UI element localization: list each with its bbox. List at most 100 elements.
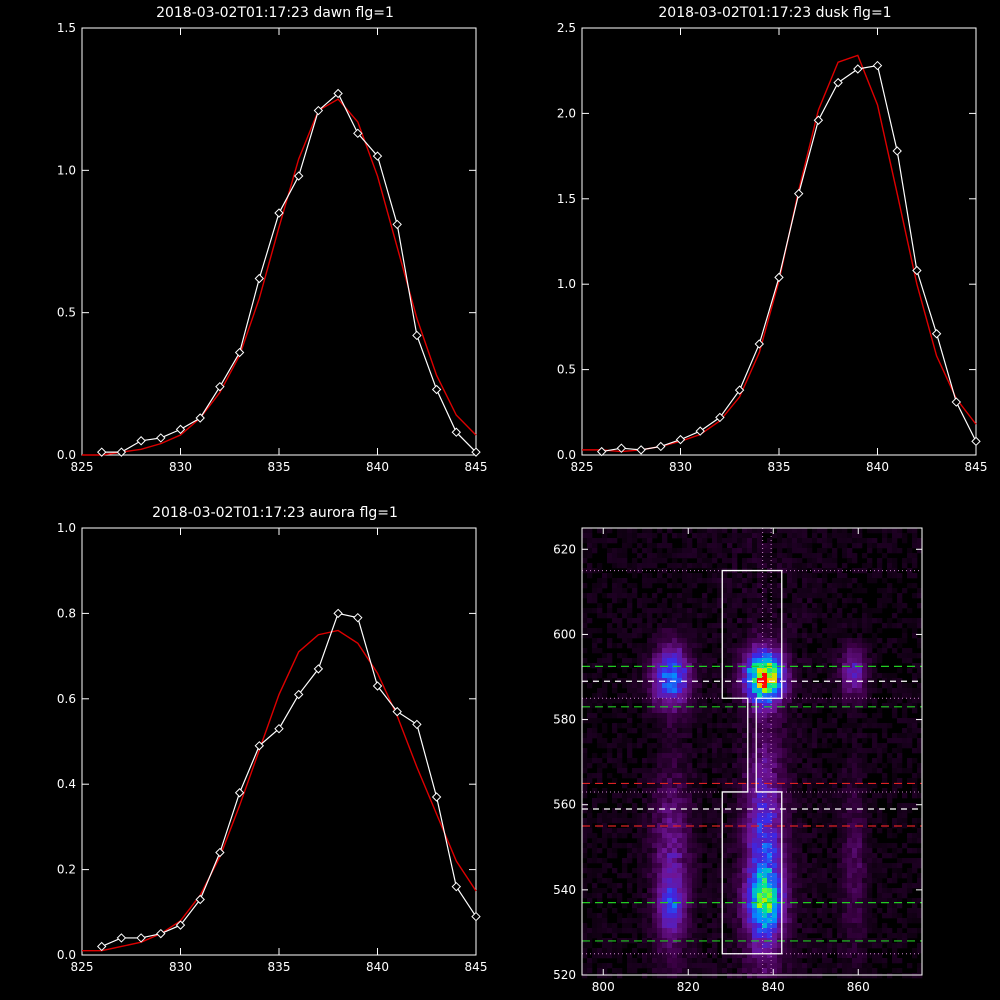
heatmap-cell (677, 833, 683, 839)
heatmap-cell (662, 728, 668, 734)
heatmap-cell (897, 888, 903, 894)
heatmap-cell (707, 893, 713, 899)
heatmap-cell (682, 808, 688, 814)
heatmap-cell (632, 683, 638, 689)
heatmap-cell (812, 798, 818, 804)
heatmap-cell (722, 538, 728, 544)
heatmap-cell (867, 723, 873, 729)
heatmap-cell (687, 713, 693, 719)
heatmap-cell (602, 573, 608, 579)
heatmap-cell (762, 928, 768, 934)
heatmap-cell (722, 548, 728, 554)
heatmap-cell (777, 643, 783, 649)
heatmap-cell (707, 528, 713, 534)
heatmap-cell (847, 718, 853, 724)
heatmap-cell (697, 718, 703, 724)
heatmap-cell (637, 738, 643, 744)
heatmap-cell (917, 673, 923, 679)
heatmap-cell (772, 703, 778, 709)
heatmap-cell (827, 598, 833, 604)
heatmap-cell (812, 593, 818, 599)
heatmap-cell (712, 893, 718, 899)
heatmap-cell (707, 823, 713, 829)
heatmap-cell (717, 778, 723, 784)
heatmap-cell (702, 773, 708, 779)
heatmap-cell (852, 938, 858, 944)
heatmap-cell (657, 843, 663, 849)
heatmap-cell (697, 633, 703, 639)
heatmap-cell (672, 778, 678, 784)
heatmap-cell (822, 783, 828, 789)
heatmap-cell (682, 913, 688, 919)
heatmap-cell (867, 783, 873, 789)
heatmap-cell (602, 928, 608, 934)
heatmap-cell (847, 783, 853, 789)
heatmap-cell (817, 838, 823, 844)
heatmap-cell (807, 798, 813, 804)
heatmap-cell (892, 933, 898, 939)
heatmap-cell (767, 543, 773, 549)
heatmap-cell (757, 663, 763, 669)
heatmap-cell (747, 608, 753, 614)
heatmap-cell (667, 838, 673, 844)
heatmap-cell (822, 808, 828, 814)
heatmap-cell (767, 898, 773, 904)
heatmap-cell (617, 738, 623, 744)
heatmap-cell (852, 868, 858, 874)
heatmap-cell (712, 923, 718, 929)
heatmap-cell (752, 788, 758, 794)
heatmap-cell (817, 873, 823, 879)
heatmap-cell (732, 578, 738, 584)
heatmap-cell (862, 823, 868, 829)
heatmap-cell (917, 793, 923, 799)
heatmap-cell (767, 953, 773, 959)
heatmap-cell (712, 763, 718, 769)
heatmap-cell (812, 688, 818, 694)
heatmap-cell (802, 923, 808, 929)
heatmap-cell (902, 818, 908, 824)
heatmap-cell (692, 938, 698, 944)
heatmap-cell (737, 753, 743, 759)
heatmap-cell (862, 758, 868, 764)
heatmap-cell (757, 853, 763, 859)
heatmap-cell (872, 928, 878, 934)
heatmap-cell (907, 733, 913, 739)
heatmap-cell (862, 693, 868, 699)
heatmap-cell (632, 833, 638, 839)
heatmap-cell (697, 628, 703, 634)
heatmap-cell (877, 598, 883, 604)
heatmap-cell (777, 968, 783, 974)
heatmap-cell (707, 608, 713, 614)
heatmap-cell (712, 723, 718, 729)
heatmap-cell (832, 793, 838, 799)
heatmap-cell (787, 603, 793, 609)
heatmap-cell (837, 573, 843, 579)
heatmap-cell (732, 748, 738, 754)
heatmap-cell (807, 678, 813, 684)
heatmap-cell (702, 753, 708, 759)
heatmap-cell (852, 903, 858, 909)
heatmap-cell (762, 748, 768, 754)
heatmap-cell (682, 973, 688, 979)
heatmap-cell (917, 763, 923, 769)
heatmap-cell (767, 818, 773, 824)
dusk-y-tick-label: 0.0 (557, 448, 576, 462)
heatmap-cell (672, 533, 678, 539)
heatmap-cell (792, 848, 798, 854)
heatmap-cell (812, 623, 818, 629)
heatmap-cell (707, 848, 713, 854)
heatmap-cell (782, 593, 788, 599)
heatmap-cell (822, 813, 828, 819)
heatmap-cell (767, 918, 773, 924)
heatmap-cell (732, 853, 738, 859)
heatmap-cell (842, 838, 848, 844)
heatmap-cell (852, 638, 858, 644)
heatmap-cell (842, 693, 848, 699)
heatmap-cell (782, 813, 788, 819)
heatmap-cell (587, 698, 593, 704)
heatmap-cell (727, 723, 733, 729)
heatmap-cell (747, 623, 753, 629)
heatmap-cell (677, 928, 683, 934)
heatmap-cell (672, 838, 678, 844)
heatmap-cell (832, 813, 838, 819)
